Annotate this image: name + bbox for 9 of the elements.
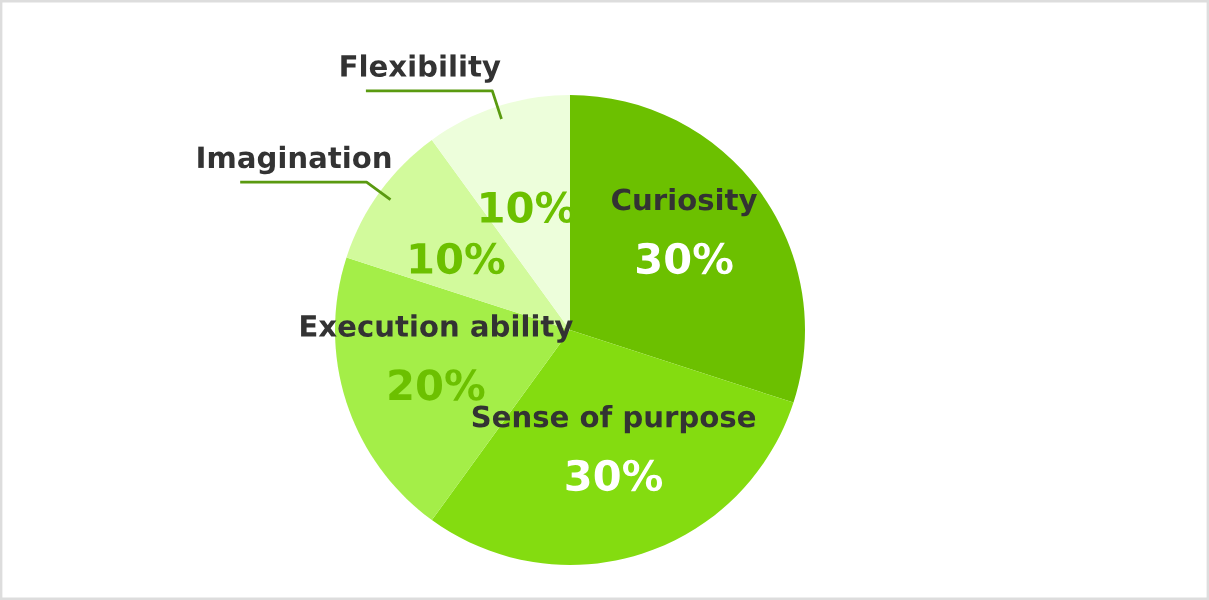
data-label: 30% [636,242,733,275]
data-label: 30% [566,459,663,492]
data-label: 10% [481,191,575,223]
slice-label: Curiosity [612,187,757,217]
slice-label: Sense of purpose [472,404,756,434]
data-label: 20% [389,369,485,401]
slice-label: Imagination [198,145,391,175]
data-label: 10% [410,242,505,275]
slice-label: Flexibility [341,54,501,83]
